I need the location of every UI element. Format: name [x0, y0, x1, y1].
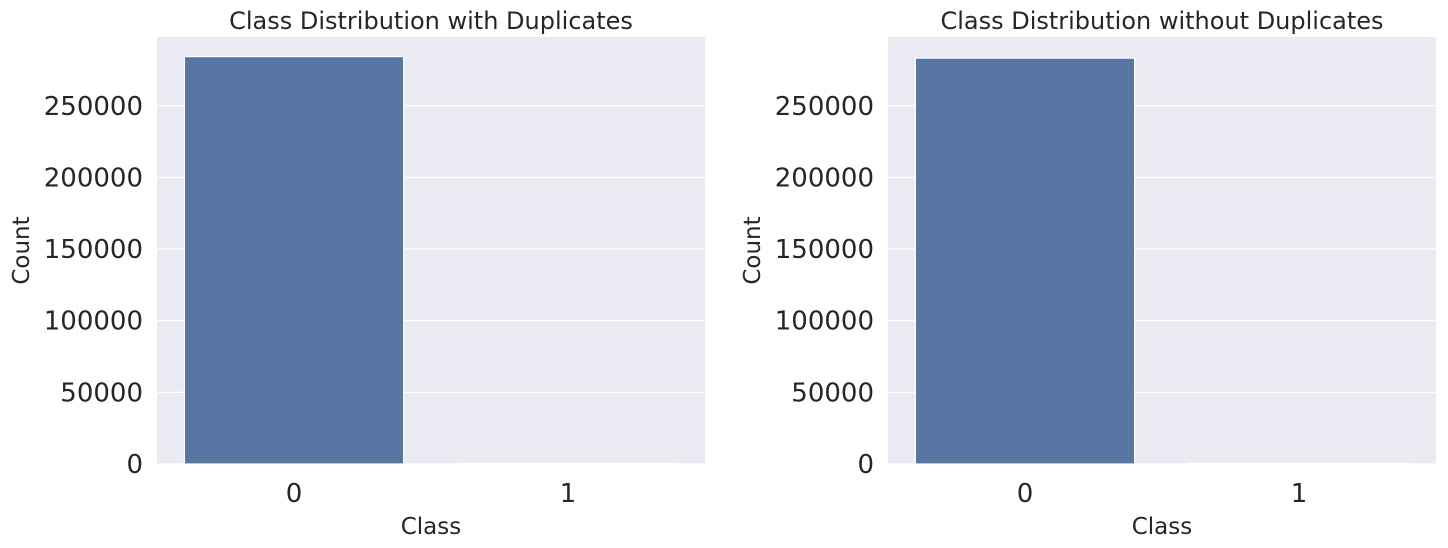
bars — [914, 57, 1410, 465]
y-tick-label: 100000 — [775, 307, 874, 337]
chart-title: Class Distribution with Duplicates — [229, 7, 633, 35]
chart-title: Class Distribution without Duplicates — [940, 7, 1383, 35]
y-tick-label: 50000 — [60, 378, 143, 408]
x-tick-label: 1 — [560, 479, 577, 509]
x-tick-label: 0 — [1017, 479, 1034, 509]
y-tick-label: 50000 — [791, 378, 874, 408]
y-tick-label: 250000 — [44, 92, 143, 122]
y-tick-label: 150000 — [775, 235, 874, 265]
bars — [183, 56, 679, 465]
y-tick-label: 100000 — [44, 307, 143, 337]
y-axis-label: Count — [740, 216, 766, 284]
bar-class-1 — [457, 462, 679, 465]
x-axis-label: Class — [401, 514, 462, 540]
y-tick-label: 200000 — [44, 163, 143, 193]
y-tick-labels: 0 50000 100000 150000 200000 250000 — [775, 92, 874, 480]
y-tick-label: 0 — [126, 450, 143, 480]
y-tick-label: 0 — [857, 450, 874, 480]
x-tick-label: 0 — [286, 479, 303, 509]
bar-class-0 — [914, 57, 1136, 465]
y-tick-label: 150000 — [44, 235, 143, 265]
y-tick-label: 200000 — [775, 163, 874, 193]
x-axis-label: Class — [1132, 514, 1193, 540]
y-axis-label: Count — [9, 216, 35, 284]
y-tick-labels: 0 50000 100000 150000 200000 250000 — [44, 92, 143, 480]
x-tick-label: 1 — [1291, 479, 1308, 509]
bar-class-1 — [1188, 462, 1410, 465]
bar-class-0 — [183, 56, 405, 465]
y-tick-label: 250000 — [775, 92, 874, 122]
